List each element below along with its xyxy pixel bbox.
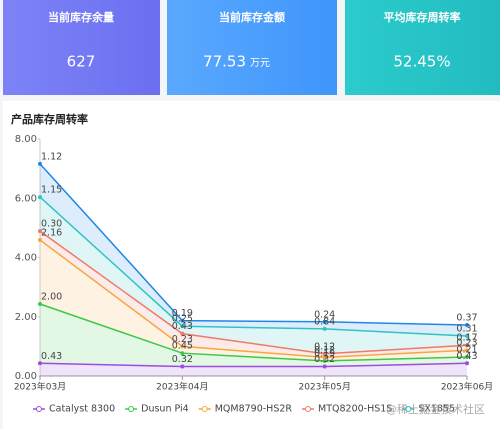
line — [39, 362, 468, 368]
legend-label: SX1855 — [418, 404, 455, 415]
point — [180, 318, 185, 323]
card — [345, 0, 500, 95]
point — [180, 331, 185, 336]
card-title: 平均库存周转率 — [384, 10, 461, 24]
point — [465, 355, 469, 360]
area — [40, 304, 467, 367]
y-tick-label: 8.00 — [15, 134, 37, 145]
point — [38, 302, 42, 307]
card-unit: 万元 — [250, 58, 270, 69]
card-value: 52.45% — [393, 53, 450, 71]
legend-label: MQM8790-HS2R — [215, 404, 293, 415]
data-label: 0.84 — [314, 316, 335, 327]
data-label: 0.23 — [172, 334, 193, 345]
data-label: 0.45 — [172, 341, 193, 352]
area — [40, 231, 467, 358]
data-label: 0.12 — [314, 341, 335, 352]
card-title: 当前库存余量 — [48, 10, 114, 24]
legend-label: Catalyst 8300 — [49, 404, 115, 415]
point — [465, 348, 469, 353]
point — [180, 351, 185, 356]
point — [38, 229, 42, 234]
legend-label: MTQ8200-HS1S — [318, 404, 392, 415]
data-label: 0.37 — [456, 313, 477, 324]
point — [465, 361, 469, 366]
data-label: 0.12 — [314, 345, 335, 356]
point — [38, 361, 42, 366]
point — [180, 364, 185, 369]
point — [322, 326, 327, 331]
legend-marker — [128, 406, 135, 412]
point — [180, 324, 185, 329]
data-label: 0.25 — [172, 314, 193, 325]
data-label: 0.32 — [314, 354, 335, 365]
legend-marker — [36, 406, 42, 412]
data-label: 1.15 — [41, 185, 62, 196]
line — [39, 239, 468, 359]
card — [167, 0, 337, 95]
watermark: @稀土掘金技术社区 — [386, 402, 485, 416]
point — [322, 364, 327, 369]
data-label: 1.12 — [41, 151, 62, 162]
x-tick-label: 2023年04月 — [156, 381, 208, 393]
legend-label: Dusun Pi4 — [141, 404, 189, 415]
chart-title: 产品库存周转率 — [11, 112, 88, 126]
data-label: 0.17 — [456, 333, 477, 344]
area — [40, 240, 467, 361]
data-label: 0.43 — [41, 351, 62, 362]
y-tick-label: 6.00 — [15, 193, 37, 204]
x-tick-label: 2023年06月 — [441, 381, 493, 393]
legend-marker — [201, 406, 208, 412]
data-label: 0.43 — [456, 351, 477, 362]
point — [322, 355, 327, 360]
x-tick-label: 2023年05月 — [298, 381, 350, 393]
point — [38, 238, 42, 243]
point — [322, 319, 327, 324]
data-label: 2.16 — [41, 228, 62, 239]
x-tick-label: 2023年03月 — [14, 381, 66, 393]
data-label: 0.32 — [172, 354, 193, 365]
legend-marker — [305, 406, 311, 412]
data-label: 0.31 — [456, 324, 477, 335]
line — [39, 303, 468, 362]
card-title: 当前库存金额 — [219, 10, 285, 24]
card-value: 627 — [67, 53, 96, 71]
line — [39, 196, 468, 337]
y-tick-label: 2.00 — [15, 312, 37, 323]
point — [465, 323, 469, 328]
data-label: 2.00 — [41, 292, 62, 303]
point — [465, 334, 469, 339]
point — [38, 161, 42, 166]
legend-marker — [405, 406, 412, 412]
point — [38, 195, 42, 200]
point — [322, 358, 327, 363]
data-label: 0.19 — [172, 308, 193, 319]
point — [180, 344, 185, 349]
y-tick-label: 4.00 — [15, 253, 37, 264]
y-tick-label: 0.00 — [15, 371, 37, 382]
point — [465, 343, 469, 348]
data-label: 0.19 — [314, 348, 335, 359]
data-label: 0.30 — [41, 219, 62, 230]
data-label: 0.24 — [314, 309, 335, 320]
line — [39, 230, 468, 355]
line — [39, 163, 468, 326]
card — [3, 0, 160, 95]
card-value: 77.53 — [203, 53, 246, 71]
point — [322, 351, 327, 356]
data-label: 0.23 — [456, 338, 477, 349]
data-label: 0.21 — [456, 345, 477, 356]
data-label: 0.43 — [172, 321, 193, 332]
